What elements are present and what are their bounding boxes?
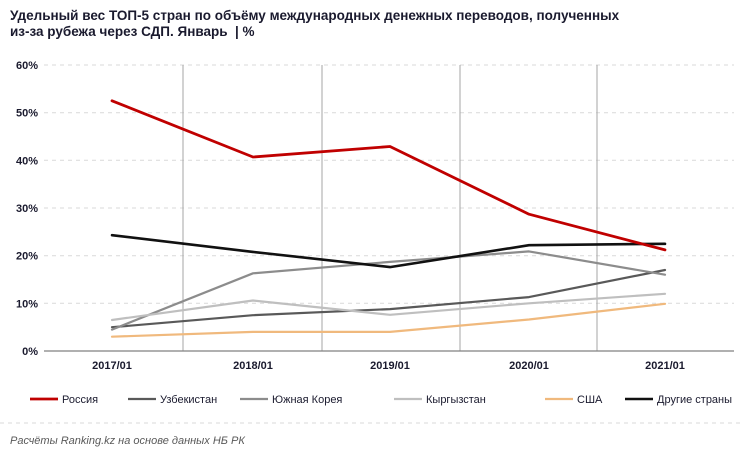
- svg-text:Другие страны: Другие страны: [657, 394, 732, 406]
- svg-text:Расчёты Ranking.kz на основе д: Расчёты Ranking.kz на основе данных НБ Р…: [10, 435, 245, 447]
- svg-text:Узбекистан: Узбекистан: [160, 394, 217, 406]
- svg-text:США: США: [577, 394, 603, 406]
- svg-text:Кыргызстан: Кыргызстан: [426, 394, 486, 406]
- svg-text:Южная Корея: Южная Корея: [272, 394, 342, 406]
- svg-text:Россия: Россия: [62, 394, 98, 406]
